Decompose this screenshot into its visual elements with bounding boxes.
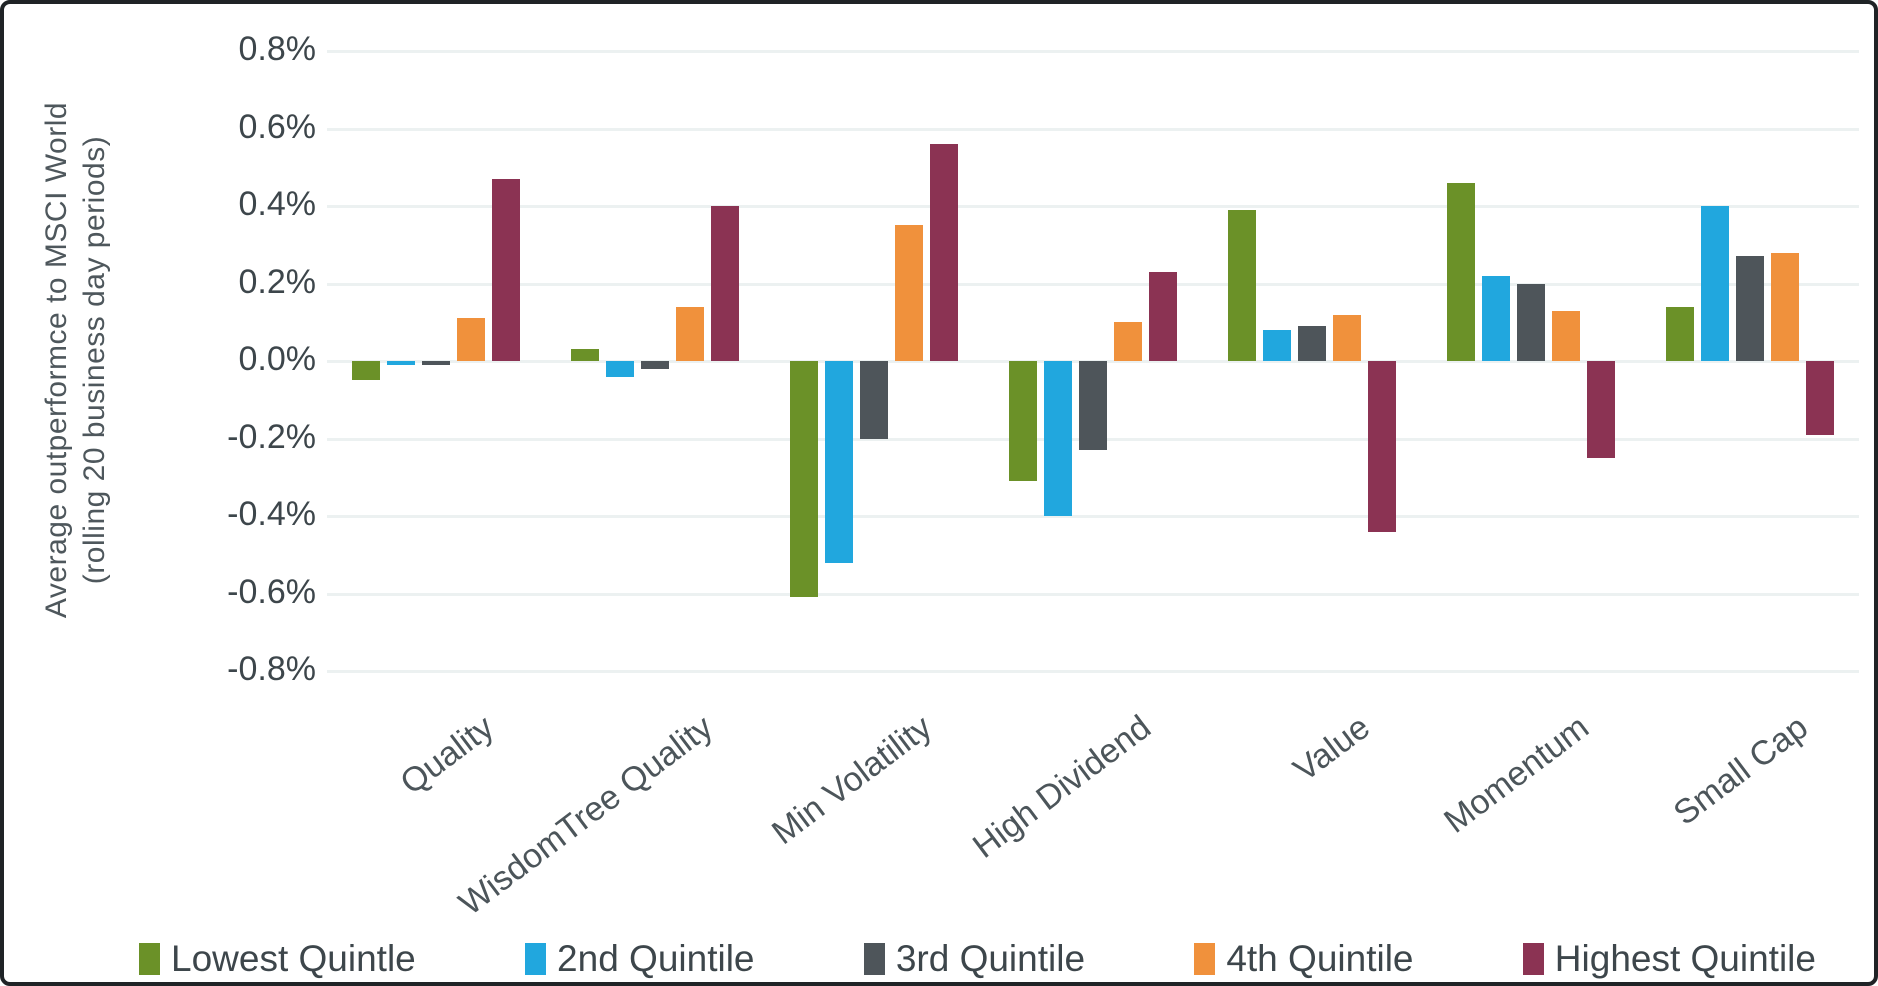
bar [641, 361, 669, 369]
bar [1771, 252, 1799, 361]
bar [1263, 330, 1291, 361]
legend-label: 2nd Quintile [557, 938, 755, 979]
bar [895, 225, 923, 361]
legend: Lowest Quintle 2nd Quintile 3rd Quintile 4t… [139, 930, 1816, 982]
y-axis-title-line2: (rolling 20 business day periods) [78, 135, 111, 585]
gridline [327, 670, 1859, 673]
bar [676, 306, 704, 361]
legend-item: Lowest Quintle [139, 938, 416, 980]
bar [1806, 361, 1834, 435]
bar [1587, 361, 1615, 458]
legend-swatch-icon [1522, 943, 1544, 975]
bar [1368, 361, 1396, 532]
gridline [327, 592, 1859, 596]
bar [387, 361, 415, 365]
gridline [327, 127, 1859, 131]
bar [860, 361, 888, 439]
bar [1447, 182, 1475, 361]
y-tick-label: 0.6% [238, 107, 317, 146]
bar [711, 206, 739, 361]
y-tick-label: -0.6% [227, 572, 316, 611]
legend-item: 2nd Quintile [525, 938, 755, 980]
bar [1079, 361, 1107, 451]
bar [1517, 283, 1545, 361]
bar [1149, 271, 1177, 361]
legend-item: Highest Quintile [1522, 938, 1816, 980]
bar [1044, 361, 1072, 516]
bar [571, 349, 599, 361]
y-tick-label: -0.4% [227, 495, 316, 533]
bar [1552, 310, 1580, 361]
y-tick-label: 0.2% [238, 262, 317, 301]
legend-label: 3rd Quintile [895, 938, 1086, 979]
bar [492, 178, 520, 361]
bar [1333, 314, 1361, 361]
bar [1009, 361, 1037, 482]
bar [1114, 322, 1142, 361]
bar [1701, 206, 1729, 361]
legend-swatch-icon [139, 943, 160, 975]
legend-swatch-icon [525, 943, 547, 975]
bar [825, 361, 853, 563]
legend-label: 4th Quintile [1226, 938, 1414, 979]
y-tick-label: -0.2% [227, 417, 316, 456]
legend-item: 3rd Quintile [863, 938, 1086, 980]
y-tick-label: 0.4% [238, 185, 317, 223]
bar [422, 361, 450, 365]
y-tick-label: 0.8% [238, 30, 317, 68]
y-tick-label: -0.8% [227, 650, 316, 688]
bar [457, 318, 485, 361]
bar [1666, 306, 1694, 361]
y-tick-label: 0.0% [238, 340, 317, 378]
y-axis-title-line1: Average outperformce to MSCI World [40, 101, 73, 619]
legend-label: Highest Quintile [1554, 938, 1816, 979]
bar [1228, 209, 1256, 361]
bar [930, 144, 958, 361]
legend-item: 4th Quintile [1194, 938, 1414, 980]
bar [352, 361, 380, 381]
bar [1482, 275, 1510, 361]
legend-label: Lowest Quintle [171, 938, 416, 979]
gridline [327, 515, 1859, 518]
bar [790, 361, 818, 598]
bar [1736, 256, 1764, 361]
legend-swatch-icon [1194, 943, 1216, 975]
legend-swatch-icon [863, 943, 885, 975]
y-axis-title: Average outperformce to MSCI World (roll… [38, 15, 116, 705]
gridline [327, 205, 1859, 208]
gridline [327, 282, 1859, 286]
gridline [327, 50, 1859, 53]
bar [1298, 326, 1326, 361]
bar [606, 361, 634, 377]
